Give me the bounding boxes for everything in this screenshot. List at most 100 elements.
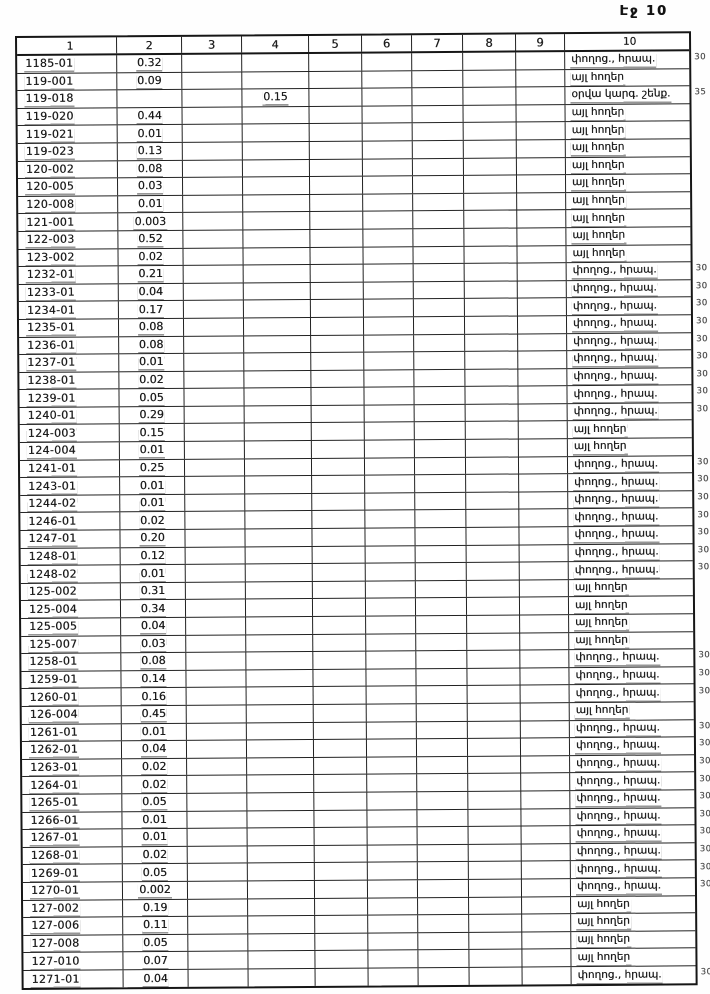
margin-note: 30 [696, 404, 709, 415]
cell-area: 0.02 [122, 776, 188, 794]
cell-blank [468, 791, 522, 809]
cell-area: 0.02 [118, 248, 184, 266]
cell-blank [463, 52, 517, 70]
cell-blank [314, 810, 368, 828]
cell-blank [367, 880, 419, 898]
cell-area: 0.44 [117, 107, 183, 125]
cell-parcel-code: 127-002 [23, 899, 124, 918]
cell-area: 0.08 [121, 653, 187, 671]
cell-parcel-code: 119-021 [17, 125, 118, 143]
cell-parcel-code: 1241-01 [19, 459, 121, 478]
cell-blank [188, 969, 249, 988]
margin-note: 30 [698, 650, 710, 661]
cell-blank [464, 281, 518, 299]
cell-parcel-code: 1234-01 [18, 301, 119, 319]
cell-land-use: այլ հողեր [571, 949, 695, 966]
cell-blank [519, 579, 569, 597]
cell-land-use: փողոց., հրապ. [570, 790, 694, 807]
cell-area-col4 [244, 458, 313, 476]
cell-blank [309, 71, 363, 89]
cell-parcel-code: 127-008 [23, 934, 124, 953]
cell-land-use: փողոց., հրապ. [568, 509, 692, 526]
cell-blank [418, 897, 470, 915]
cell-area-col4 [245, 511, 313, 529]
cell-blank [310, 211, 364, 229]
cell-blank [463, 158, 517, 176]
cell-blank [415, 475, 467, 493]
cell-blank [184, 406, 245, 424]
cell-parcel-code: 1259-01 [21, 671, 122, 689]
cell-blank [413, 316, 466, 334]
cell-blank [463, 70, 517, 88]
cell-land-use: փողոց., հրապ. [570, 720, 694, 737]
margin-note: 30 [698, 668, 710, 679]
cell-area: 0.01 [120, 477, 186, 495]
margin-note: 30 [696, 368, 709, 380]
cell-blank [414, 439, 466, 457]
cell-area: 0.12 [120, 547, 186, 565]
cell-area-col4 [244, 370, 312, 388]
cell-blank [314, 880, 369, 898]
margin-note: 30 [696, 351, 709, 362]
column-header-4: 4 [242, 35, 310, 53]
cell-blank [182, 159, 243, 177]
cell-blank [412, 105, 464, 123]
cell-area: 0.04 [121, 617, 187, 635]
margin-note: 30 [699, 756, 710, 767]
cell-area: 0.003 [118, 213, 184, 231]
cell-blank [310, 264, 364, 282]
cell-blank [518, 404, 568, 421]
cell-blank [183, 247, 244, 265]
cell-blank [363, 281, 414, 299]
cell-area: 0.01 [120, 565, 186, 583]
cell-blank [414, 334, 466, 352]
cell-parcel-code: 1268-01 [22, 846, 123, 865]
cell-blank [365, 581, 416, 598]
cell-blank [365, 545, 416, 563]
cell-land-use: փողոց., հրապ. [570, 685, 694, 702]
cell-area-col4 [248, 933, 316, 951]
cell-blank [414, 387, 466, 405]
cell-blank [182, 54, 243, 72]
cell-land-use: այլ հողեր [566, 227, 690, 244]
cell-blank [416, 686, 468, 704]
cell-blank [187, 863, 248, 881]
cell-blank [315, 933, 369, 951]
cell-blank [367, 844, 418, 862]
cell-blank [363, 264, 414, 282]
cell-blank [365, 475, 416, 493]
cell-blank [313, 634, 367, 652]
cell-area-col4 [244, 423, 312, 441]
cell-blank [364, 369, 415, 387]
cell-blank [184, 353, 245, 371]
cell-blank [412, 123, 464, 141]
cell-blank [182, 142, 243, 160]
cell-blank [366, 686, 417, 704]
cell-blank [415, 545, 467, 563]
cell-blank [517, 280, 567, 298]
cell-blank [364, 334, 415, 352]
margin-note: 30 [699, 773, 710, 784]
cell-blank [367, 827, 418, 845]
cell-blank [467, 615, 521, 633]
margin-note: 30 [698, 720, 710, 732]
cell-area-col4 [243, 265, 311, 283]
cell-blank [466, 580, 520, 598]
cell-blank [417, 774, 469, 792]
cell-blank [186, 722, 247, 740]
cell-area-col4 [245, 564, 313, 582]
cell-blank [312, 511, 366, 528]
cell-blank [522, 967, 572, 985]
cell-area: 0.29 [119, 406, 185, 424]
cell-area: 0.01 [122, 811, 188, 829]
cell-blank [188, 898, 249, 916]
cell-blank [516, 52, 566, 70]
margin-note: 30 [697, 492, 710, 503]
cell-blank [521, 861, 571, 879]
cell-parcel-code: 127-006 [23, 917, 124, 935]
cell-area-col4 [247, 863, 315, 881]
cell-area: 0.17 [118, 301, 184, 319]
cell-parcel-code: 127-010 [23, 952, 124, 970]
column-header-9: 9 [516, 34, 566, 51]
cell-blank [417, 844, 469, 862]
